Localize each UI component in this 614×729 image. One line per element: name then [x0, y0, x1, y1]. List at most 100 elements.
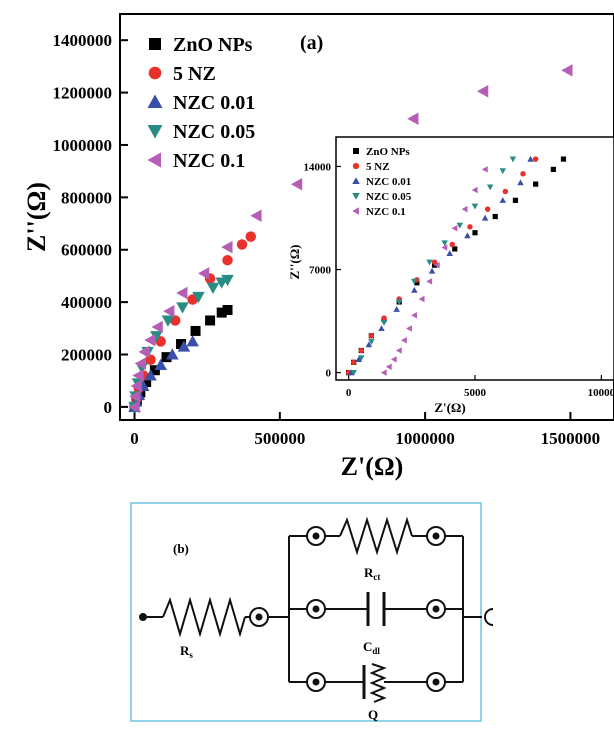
main-y-tick-label: 600000 — [61, 241, 112, 260]
main-data-point — [176, 302, 189, 314]
main-legend-label: ZnO NPs — [173, 34, 253, 56]
circuit-node-center — [432, 605, 440, 613]
main-legend-marker — [147, 125, 163, 139]
inset-data-point — [446, 250, 453, 256]
inset-data-point — [433, 261, 440, 269]
main-legend-label: NZC 0.1 — [173, 150, 245, 172]
inset-data-point — [484, 206, 491, 212]
main-y-tick-label: 1200000 — [53, 84, 113, 103]
main-legend-marker — [147, 94, 163, 108]
inset-data-point — [472, 230, 478, 236]
inset-x-tick-label: 0 — [346, 387, 352, 399]
inset-data-point — [517, 179, 524, 186]
main-data-point — [176, 286, 188, 300]
main-data-point — [222, 254, 233, 266]
main-data-point — [144, 333, 156, 347]
label-q: Q — [368, 707, 378, 722]
circuit-node-center — [312, 678, 320, 686]
main-data-point — [166, 348, 179, 360]
inset-data-point — [451, 225, 458, 232]
inset-data-point — [380, 369, 387, 376]
main-legend-marker — [148, 66, 162, 80]
inset-data-point — [368, 339, 375, 345]
main-data-point — [141, 377, 152, 388]
inset-data-point — [486, 184, 494, 191]
equivalent-circuit: (b) — [130, 502, 494, 722]
inset-data-point — [390, 356, 397, 363]
main-x-ticks: 0 500000 1000000 1500000 — [130, 412, 600, 448]
inset-data-point — [481, 214, 489, 221]
inset-data-point — [414, 280, 420, 286]
main-data-point — [177, 340, 191, 352]
label-rs: Rs — [180, 643, 193, 660]
main-data-point — [150, 331, 163, 343]
inset-data-point — [499, 168, 507, 175]
main-data-point — [154, 358, 167, 370]
inset-y-tick-label: 14000 — [304, 161, 332, 173]
inset-data-point — [411, 311, 417, 319]
main-data-points — [128, 64, 573, 414]
inset-data-point — [509, 156, 517, 163]
main-data-point — [128, 400, 140, 414]
inset-data-point — [499, 197, 507, 203]
main-x-axis-label: Z'(Ω) — [341, 452, 404, 481]
main-legend-label: 5 NZ — [173, 63, 216, 85]
inset-y-tick-label: 7000 — [309, 264, 332, 276]
main-legend-label: NZC 0.05 — [173, 121, 255, 143]
inset-legend-marker — [353, 148, 359, 154]
inset-data-point — [350, 370, 357, 376]
main-data-point — [161, 352, 172, 363]
inset-legend-marker — [352, 207, 359, 215]
inset-data-point — [358, 347, 365, 354]
inset-data-point — [527, 155, 534, 162]
inset-data-point — [461, 205, 468, 213]
inset-data-point — [449, 241, 455, 248]
circuit-node-center — [255, 613, 263, 621]
main-y-tick-label: 400000 — [61, 293, 112, 312]
inset-data-point — [532, 156, 539, 162]
inset-series-3 — [350, 156, 517, 376]
inset-data-point — [502, 188, 509, 195]
inset-data-point — [428, 267, 436, 274]
main-y-tick-label: 0 — [104, 398, 113, 417]
inset-data-point — [358, 355, 365, 362]
inset-data-point — [350, 359, 357, 366]
inset-data-point — [550, 166, 556, 172]
inset-legend-marker — [352, 162, 360, 170]
inset-x-tick-label: 5000 — [464, 387, 487, 399]
inset-x-axis-label: Z'(Ω) — [434, 400, 465, 415]
input-terminal — [139, 613, 147, 621]
main-data-point — [250, 209, 262, 222]
main-data-point — [134, 357, 146, 370]
inset-data-points — [345, 155, 567, 376]
main-data-point — [222, 304, 233, 315]
panel-a-label: (a) — [300, 32, 323, 54]
inset-legend-marker — [352, 177, 360, 184]
main-y-tick-label: 1400000 — [53, 31, 113, 50]
label-rct: Rct — [364, 565, 380, 582]
inset-data-point — [441, 244, 448, 251]
main-y-tick-label: 200000 — [61, 345, 112, 364]
main-data-point — [236, 239, 248, 250]
main-data-point — [138, 345, 150, 359]
main-data-point — [151, 320, 163, 334]
inset-data-point — [406, 325, 412, 332]
inset-data-point — [355, 356, 362, 362]
main-data-point — [407, 112, 419, 126]
inset-data-point — [464, 232, 471, 239]
inset-series-2 — [347, 155, 534, 376]
inset-data-point — [533, 181, 539, 187]
inset-series-4 — [380, 166, 488, 376]
circuit-node-center — [432, 678, 440, 686]
main-data-point — [130, 379, 142, 393]
inset-data-point — [418, 295, 425, 303]
main-data-point — [163, 305, 175, 318]
resistor-rct — [339, 516, 413, 556]
main-data-point — [129, 390, 141, 403]
inset-data-point — [471, 186, 478, 194]
main-data-point — [561, 64, 573, 77]
inset-data-point — [380, 319, 388, 326]
inset-x-ticks: 0 5000 10000 — [346, 375, 614, 399]
main-data-point — [198, 267, 210, 280]
main-data-point — [192, 291, 205, 304]
